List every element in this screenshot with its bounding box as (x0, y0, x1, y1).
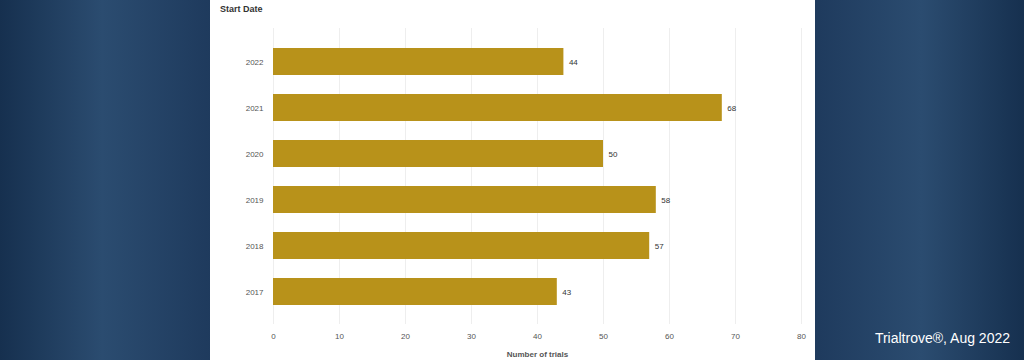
svg-text:50: 50 (599, 332, 608, 341)
svg-text:30: 30 (467, 332, 476, 341)
svg-text:80: 80 (797, 332, 806, 341)
svg-text:43: 43 (562, 288, 571, 297)
svg-text:2020: 2020 (246, 150, 264, 159)
svg-text:40: 40 (533, 332, 542, 341)
html-text:Start Date: Start Date (220, 4, 263, 14)
svg-text:20: 20 (401, 332, 410, 341)
svg-text:2021: 2021 (246, 104, 264, 113)
svg-text:2018: 2018 (246, 242, 264, 251)
svg-text:58: 58 (661, 196, 670, 205)
svg-text:2022: 2022 (246, 58, 264, 67)
svg-text:2019: 2019 (246, 196, 264, 205)
svg-text:0: 0 (271, 332, 276, 341)
svg-text:10: 10 (335, 332, 344, 341)
html-text:Trialtrove®, Aug 2022: Trialtrove®, Aug 2022 (874, 330, 1010, 346)
svg-text:44: 44 (569, 58, 578, 67)
svg-text:Number of trials: Number of trials (507, 350, 569, 359)
svg-text:68: 68 (727, 104, 736, 113)
svg-text:57: 57 (655, 242, 664, 251)
svg-text:50: 50 (609, 150, 618, 159)
svg-text:2017: 2017 (246, 288, 264, 297)
svg-text:60: 60 (665, 332, 674, 341)
svg-text:70: 70 (731, 332, 740, 341)
